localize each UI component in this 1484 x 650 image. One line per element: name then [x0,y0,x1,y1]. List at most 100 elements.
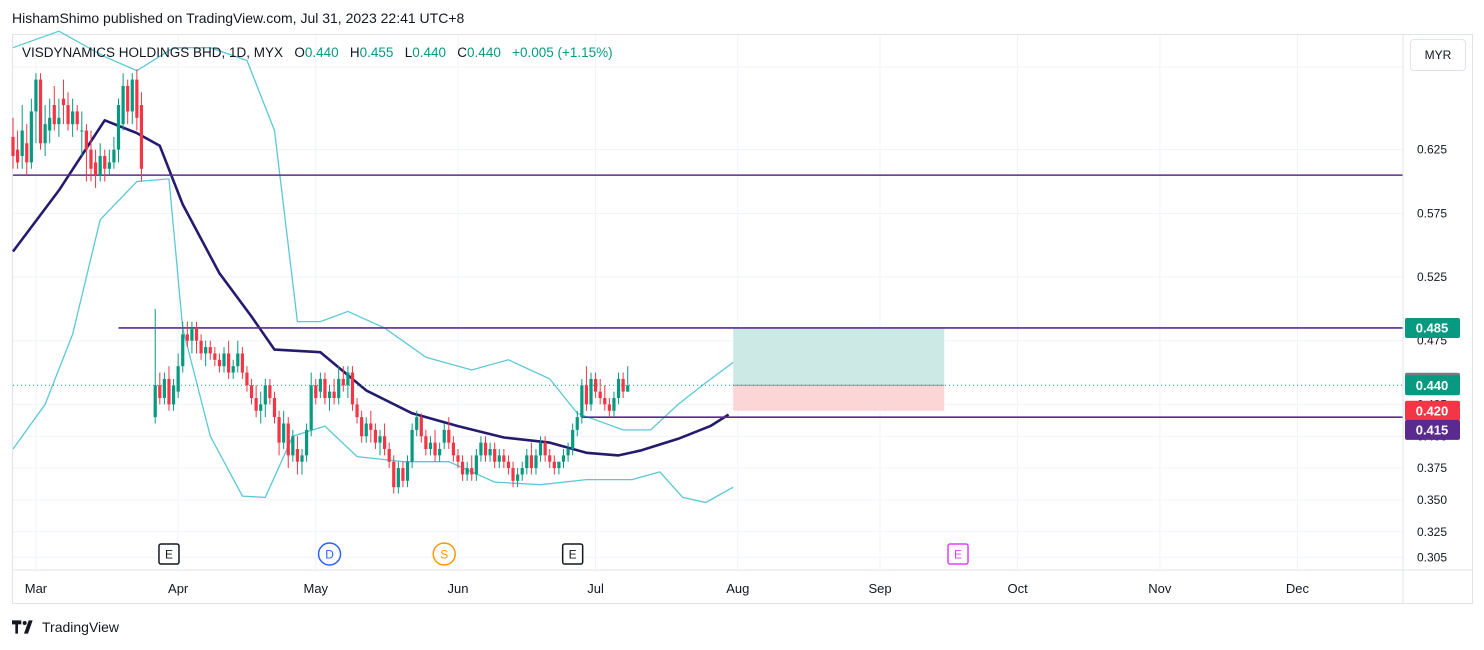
candle-body [506,461,511,469]
candle-body [392,461,396,488]
candle-body [304,429,309,456]
ohlc-legend: VISDYNAMICS HOLDINGS BHD, 1D, MYX O0.440… [22,45,613,60]
candle-body [227,353,231,373]
candle-body [314,385,318,399]
candle-body [607,404,611,411]
candle-body [249,385,254,399]
candle-body [103,156,107,169]
candle-body [139,105,144,169]
x-tick-label: Oct [1008,581,1029,596]
candle-body [552,461,556,469]
candle-body [337,378,341,399]
candle-body [286,423,290,456]
candle-body [575,417,579,430]
candle-body [529,455,533,469]
open-value: 0.440 [304,45,339,60]
candle-body [34,79,38,112]
event-letter: E [569,548,577,562]
bollinger-bands [11,30,734,504]
horizontal-lines[interactable] [13,174,1403,418]
candle-body [71,111,75,125]
candle-body [43,124,47,144]
x-tick-label: Sep [868,581,891,596]
candle-body [433,442,437,456]
candle-body [396,468,400,488]
x-tick-label: Apr [168,581,189,596]
candle-body [456,455,460,462]
candle-body [616,378,621,399]
x-tick-label: Mar [25,581,48,596]
event-letter: E [954,548,962,562]
candle-body [126,85,130,112]
candle-body [57,117,61,125]
candle-body [474,455,478,475]
candle-body [323,378,327,399]
price-label-bg [1405,400,1460,421]
candle-body [612,398,616,411]
candle-body [598,391,602,399]
candle-body [346,372,350,386]
candle-body [181,334,185,367]
high-label: H [349,45,360,60]
candle-body [621,378,625,392]
candle-body [350,372,355,405]
earnings-marker [947,543,969,565]
y-tick-label: 0.575 [1417,206,1447,220]
candle-body [534,455,538,469]
candle-body [20,130,24,157]
candle-body [415,417,419,430]
candle-body [29,111,33,163]
candle-body [483,442,488,456]
candle-body [190,327,194,341]
y-tick-label: 0.625 [1417,143,1447,157]
candle-body [300,455,304,462]
candle-body [185,334,189,341]
currency-button[interactable]: MYR [1410,39,1466,71]
candle-body [167,378,171,405]
change-value: +0.005 (+1.15%) [512,45,613,60]
candle-body [538,442,543,456]
long-position-tool[interactable] [733,327,945,411]
candle-body [231,366,235,373]
high-value: 0.455 [359,45,394,60]
candle-body [158,385,162,399]
price-label-text: 0.415 [1416,422,1449,437]
candle-body [424,436,428,449]
candle-body [171,385,176,405]
candle-body [162,378,166,399]
candle-body [121,85,125,125]
tradingview-footer[interactable]: TradingView [12,619,119,635]
candle-body [11,136,15,157]
profit-zone [733,327,945,386]
candle-body [382,436,387,449]
price-label-text: 0.440 [1416,378,1449,393]
candle-body [236,353,240,367]
candle-body [493,448,497,462]
candle-body [479,442,483,456]
candle-body [48,117,52,131]
candle-body [465,468,469,475]
candle-body [561,455,566,462]
symbol-name[interactable]: VISDYNAMICS HOLDINGS BHD, 1D, MYX [22,45,284,60]
candle-body [360,417,364,437]
candle-body [194,327,199,341]
candle-body [626,385,630,392]
candle-body [447,429,451,443]
x-tick-label: May [303,581,328,596]
candle-body [208,347,212,354]
candle-body [516,474,520,481]
price-label-text: 0.485 [1416,320,1449,335]
chart-frame [12,34,1473,604]
candle-body [130,79,134,112]
bollinger-lower-line [12,178,734,504]
candle-body [116,105,121,150]
open-label: O [294,45,305,60]
grid [13,35,1403,570]
close-label: C [457,45,468,60]
time-axis[interactable]: Mar Apr May Jun Jul Aug Sep Oct Nov Dec [13,569,1472,596]
candle-body [61,98,66,106]
candle-body [318,378,322,392]
y-tick-label: 0.305 [1417,550,1447,564]
